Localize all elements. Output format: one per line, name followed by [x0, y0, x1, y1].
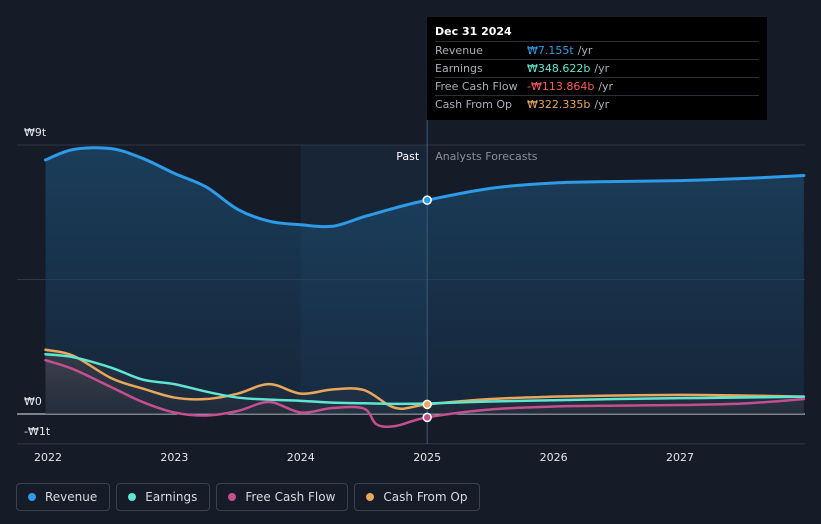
- legend: Revenue Earnings Free Cash Flow Cash From O…: [16, 483, 481, 511]
- tooltip-row-value: ₩322.335b: [527, 98, 591, 111]
- legend-item-free-cash-flow[interactable]: Free Cash Flow: [216, 483, 349, 511]
- forecast-label: Analysts Forecasts: [435, 150, 538, 163]
- legend-label: Earnings: [145, 490, 198, 504]
- tooltip: Dec 31 2024 Revenue ₩7.155t/yr Earnings ₩34…: [427, 17, 767, 120]
- tooltip-row-value: -₩113.864b: [527, 80, 595, 93]
- free-cash-flow-area: [45, 360, 804, 427]
- revenue-marker: [422, 195, 432, 205]
- tooltip-row-unit: /yr: [598, 80, 614, 93]
- x-tick-label: 2027: [666, 451, 694, 464]
- cash-from-op-marker: [422, 399, 432, 410]
- x-tick-label: 2026: [540, 451, 568, 464]
- legend-item-earnings[interactable]: Earnings: [116, 483, 211, 511]
- tooltip-row-label: Revenue: [435, 44, 483, 57]
- tooltip-row-unit: /yr: [594, 98, 610, 111]
- y-tick-label: ₩9t: [24, 126, 47, 139]
- free-cash-flow-marker: [422, 412, 432, 423]
- past-label: Past: [396, 150, 420, 163]
- legend-label: Revenue: [45, 490, 98, 504]
- legend-item-cash-from-op[interactable]: Cash From Op: [354, 483, 481, 511]
- tooltip-row-label: Earnings: [435, 62, 483, 75]
- tooltip-row-unit: /yr: [594, 62, 610, 75]
- y-tick-label: -₩1t: [24, 425, 51, 438]
- tooltip-row-label: Cash From Op: [435, 98, 513, 111]
- hover-markers: [422, 195, 432, 423]
- revenue-area: [45, 147, 804, 414]
- legend-item-revenue[interactable]: Revenue: [16, 483, 111, 511]
- revenue-line: [43, 146, 806, 229]
- earnings-line: [44, 352, 806, 406]
- tooltip-row-label: Free Cash Flow: [435, 80, 518, 93]
- x-tick-label: 2023: [160, 451, 188, 464]
- tooltip-date: Dec 31 2024: [435, 25, 512, 38]
- y-axis-labels: ₩9t ₩0 -₩1t: [24, 126, 51, 438]
- series-lines: [43, 146, 806, 429]
- x-axis-labels: 2022 2023 2024 2025 2026 2027: [34, 451, 694, 464]
- legend-label: Cash From Op: [383, 490, 468, 504]
- tooltip-row-value: ₩7.155t: [527, 44, 574, 57]
- y-tick-label: ₩0: [24, 395, 42, 408]
- x-tick-label: 2022: [34, 451, 62, 464]
- free-cash-flow-line: [44, 358, 806, 429]
- tooltip-row-unit: /yr: [577, 44, 593, 57]
- legend-dot-icon: [228, 493, 237, 501]
- x-tick-label: 2024: [287, 451, 315, 464]
- tooltip-row-value: ₩348.622b: [527, 62, 591, 75]
- legend-dot-icon: [28, 493, 36, 501]
- x-tick-label: 2025: [413, 451, 441, 464]
- tooltip-row: Cash From Op ₩322.335b/yr: [435, 95, 759, 113]
- tooltip-row: Revenue ₩7.155t/yr: [435, 41, 759, 59]
- legend-label: Free Cash Flow: [245, 490, 336, 504]
- legend-dot-icon: [366, 493, 375, 501]
- cash-from-op-line: [44, 348, 806, 410]
- earnings-area: [45, 354, 804, 414]
- legend-dot-icon: [128, 493, 137, 501]
- tooltip-row: Free Cash Flow -₩113.864b/yr: [435, 77, 759, 95]
- tooltip-row: Earnings ₩348.622b/yr: [435, 59, 759, 77]
